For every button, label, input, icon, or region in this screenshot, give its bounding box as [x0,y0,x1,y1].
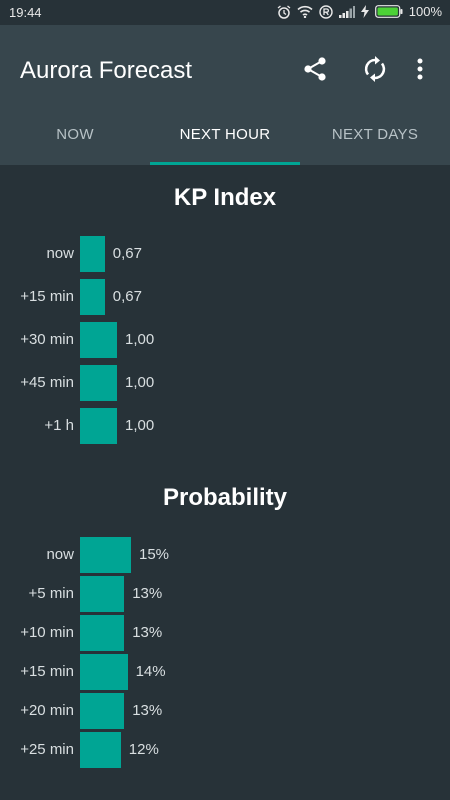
probability-value-label: 15% [139,546,170,563]
kp-row: now 0,67 [0,236,450,273]
wifi-icon [297,5,313,18]
r-icon [319,4,333,19]
kp-row-label: now [46,245,74,262]
signal-icon [338,5,355,18]
kp-value-label: 1,00 [125,331,155,348]
kp-row: +30 min 1,00 [0,322,450,359]
kp-row: +15 min 0,67 [0,279,450,316]
more-button[interactable] [402,53,438,89]
probability-row-label: +10 min [20,624,74,641]
kp-bar [80,279,105,315]
probability-row-label: +20 min [20,702,74,719]
probability-bar [80,654,128,690]
tab-next-hour[interactable]: NEXT HOUR [150,110,300,165]
tab-next-days[interactable]: NEXT DAYS [331,126,419,143]
probability-value-label: 12% [128,741,159,758]
kp-bar [80,408,117,444]
probability-row: now 15% [0,537,450,574]
refresh-button[interactable] [357,53,393,89]
kp-value-label: 0,67 [112,245,142,262]
app-bar: Aurora Forecast NOW NEXT HOUR NEXT DAYS [0,25,450,165]
probability-value-label: 13% [132,585,163,602]
probability-bar [80,537,131,573]
battery-icon [374,5,403,18]
probability-section-title: Probability [162,484,288,511]
tab-now[interactable]: NOW [56,126,94,143]
kp-value-label: 1,00 [125,417,155,434]
probability-row: +20 min 13% [0,693,450,730]
kp-bar [80,322,117,358]
more-icon [416,57,424,86]
battery-percent: 100% [408,4,442,19]
kp-row-label: +15 min [20,288,74,305]
status-time: 19:44 [9,5,42,20]
probability-row: +25 min 12% [0,732,450,769]
probability-row-label: +5 min [28,585,74,602]
charging-icon [360,5,369,18]
alarm-icon [277,4,291,19]
refresh-icon [362,55,388,87]
probability-value-label: 13% [132,702,163,719]
kp-row-label: +30 min [20,331,74,348]
probability-row: +5 min 13% [0,576,450,613]
kp-bar [80,236,105,272]
probability-bar [80,576,125,612]
probability-bar [80,693,125,729]
kp-row: +1 h 1,00 [0,408,450,445]
probability-bar [80,732,121,768]
probability-row: +10 min 13% [0,615,450,652]
probability-value-label: 14% [135,663,166,680]
kp-bar [80,365,117,401]
status-bar: 19:44 100% [0,0,450,25]
probability-row-label: +15 min [20,663,74,680]
kp-row: +45 min 1,00 [0,365,450,402]
probability-bar [80,615,125,651]
app-title: Aurora Forecast [20,57,193,84]
kp-section-title: KP Index [173,184,277,211]
probability-value-label: 13% [132,624,163,641]
kp-value-label: 1,00 [125,374,155,391]
status-icons: 100% [277,4,442,19]
probability-row: +15 min 14% [0,654,450,691]
share-icon [302,56,328,87]
share-button[interactable] [297,53,333,89]
tab-bar: NOW NEXT HOUR NEXT DAYS [0,110,450,165]
kp-row-label: +45 min [20,374,74,391]
kp-row-label: +1 h [44,417,74,434]
probability-row-label: +25 min [20,741,74,758]
probability-row-label: now [46,546,74,563]
kp-value-label: 0,67 [112,288,142,305]
